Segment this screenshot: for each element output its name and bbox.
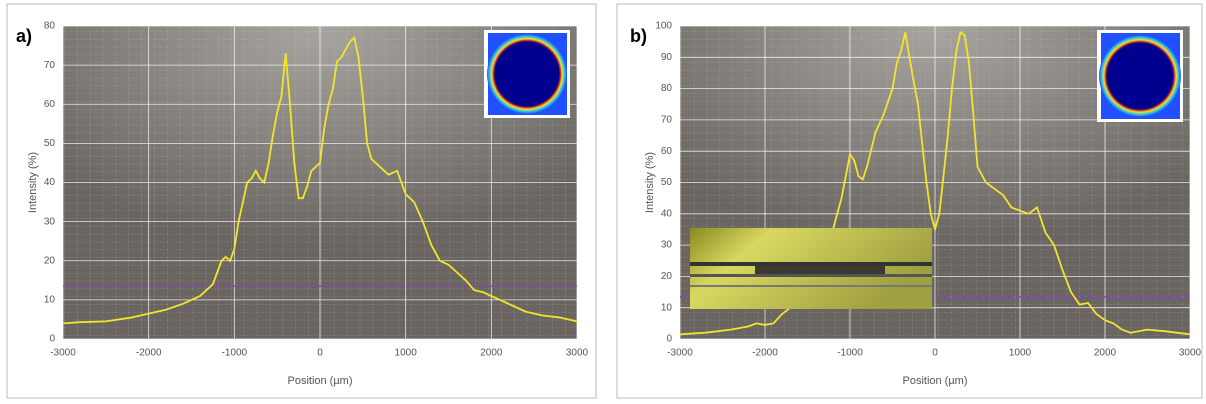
y-tick-label: 60	[44, 99, 56, 110]
y-tick-label: 10	[44, 295, 56, 306]
y-tick-label: 70	[44, 60, 56, 71]
y-tick-label: 80	[44, 21, 56, 32]
x-tick-label: 3000	[566, 348, 589, 359]
y-tick-label: 80	[661, 83, 673, 94]
y-tick-label: 10	[661, 302, 673, 313]
y-axis-title: Intensity (%)	[644, 152, 656, 213]
x-tick-label: 2000	[480, 348, 503, 359]
mode-inset	[484, 30, 1183, 122]
photo-inset	[690, 228, 932, 309]
y-tick-label: 50	[44, 138, 56, 149]
x-tick-label: -3000	[50, 348, 76, 359]
y-tick-label: 70	[661, 115, 673, 126]
y-axis-title: Intensity (%)	[27, 152, 39, 213]
x-tick-label: 2000	[1094, 348, 1117, 359]
data-line	[62, 35, 578, 325]
x-tick-label: -1000	[837, 348, 863, 359]
x-tick-label: 1000	[1009, 348, 1032, 359]
x-axis-title: Position (µm)	[287, 375, 352, 387]
y-tick-label: 20	[661, 271, 673, 282]
x-tick-label: -3000	[667, 348, 693, 359]
y-tick-label: 60	[661, 146, 673, 157]
x-tick-label: 0	[317, 348, 323, 359]
y-tick-label: 0	[49, 334, 55, 345]
panel-label: b)	[630, 26, 647, 46]
y-tick-label: 40	[44, 177, 56, 188]
x-axis-title: Position (µm)	[902, 375, 967, 387]
y-tick-label: 20	[44, 255, 56, 266]
x-tick-label: -2000	[136, 348, 162, 359]
y-tick-label: 40	[661, 208, 673, 219]
y-tick-label: 100	[655, 21, 672, 32]
y-tick-label: 90	[661, 52, 673, 63]
x-tick-label: -2000	[752, 348, 778, 359]
x-tick-label: 3000	[1179, 348, 1202, 359]
y-tick-label: 50	[661, 177, 673, 188]
panel-label: a)	[16, 26, 32, 46]
x-tick-label: 1000	[395, 348, 418, 359]
y-tick-label: 0	[666, 334, 672, 345]
x-tick-label: -1000	[222, 348, 248, 359]
x-tick-label: 0	[932, 348, 938, 359]
y-tick-label: 30	[44, 216, 56, 227]
y-tick-label: 30	[661, 240, 673, 251]
